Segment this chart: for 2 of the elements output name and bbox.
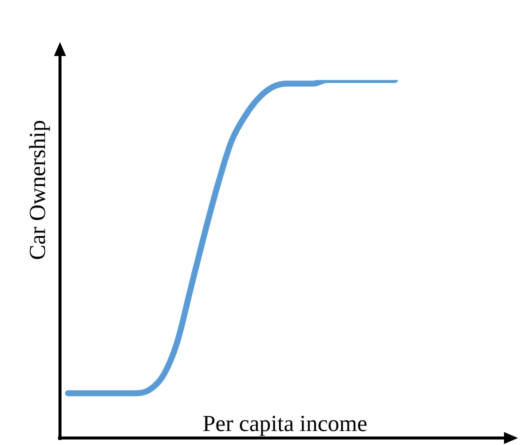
y-axis-title: Car Ownership (25, 120, 50, 260)
x-axis-title: Per capita income (202, 411, 368, 436)
